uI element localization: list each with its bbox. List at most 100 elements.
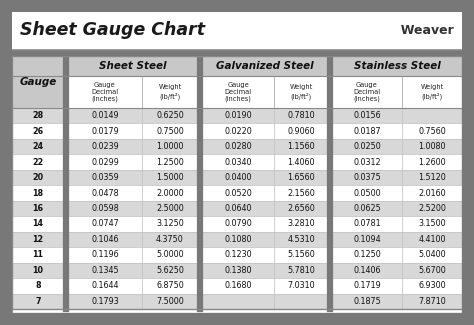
Bar bbox=[12, 50, 462, 56]
Bar bbox=[402, 76, 462, 108]
Text: Gauge
Decimal
(inches): Gauge Decimal (inches) bbox=[224, 82, 252, 102]
Text: 28: 28 bbox=[32, 111, 44, 120]
Text: 0.0149: 0.0149 bbox=[91, 111, 119, 120]
Bar bbox=[68, 216, 142, 232]
Bar bbox=[12, 124, 64, 139]
Bar bbox=[202, 247, 274, 263]
Text: 0.0478: 0.0478 bbox=[91, 188, 119, 198]
Text: 26: 26 bbox=[32, 127, 44, 136]
Text: 16: 16 bbox=[33, 204, 44, 213]
Text: 4.3750: 4.3750 bbox=[156, 235, 184, 244]
Text: 0.0179: 0.0179 bbox=[91, 127, 119, 136]
Bar bbox=[274, 124, 328, 139]
Text: Sheet Steel: Sheet Steel bbox=[99, 61, 167, 71]
Bar bbox=[142, 108, 198, 124]
Bar bbox=[332, 154, 402, 170]
Text: 0.1046: 0.1046 bbox=[91, 235, 119, 244]
Text: 0.0747: 0.0747 bbox=[91, 219, 119, 228]
Text: 11: 11 bbox=[33, 250, 44, 259]
Text: 1.4060: 1.4060 bbox=[287, 158, 315, 167]
Bar bbox=[402, 124, 462, 139]
Bar bbox=[68, 201, 142, 216]
Bar bbox=[332, 139, 402, 154]
Bar bbox=[332, 263, 402, 278]
Text: Gauge: Gauge bbox=[19, 77, 56, 87]
Bar bbox=[332, 247, 402, 263]
Bar bbox=[332, 293, 402, 309]
Bar bbox=[402, 263, 462, 278]
Text: 0.0400: 0.0400 bbox=[224, 173, 252, 182]
Text: 14: 14 bbox=[33, 219, 44, 228]
Text: 7: 7 bbox=[35, 297, 41, 306]
Text: 7.0310: 7.0310 bbox=[287, 281, 315, 290]
Bar bbox=[142, 216, 198, 232]
Bar bbox=[68, 170, 142, 185]
Bar bbox=[12, 278, 64, 293]
Bar bbox=[402, 139, 462, 154]
Bar bbox=[274, 108, 328, 124]
Text: 0.7500: 0.7500 bbox=[156, 127, 184, 136]
Text: Weight
(lb/ft²): Weight (lb/ft²) bbox=[289, 84, 313, 99]
Bar bbox=[332, 232, 402, 247]
Text: 0.0250: 0.0250 bbox=[353, 142, 381, 151]
Bar bbox=[202, 278, 274, 293]
Text: 2.5000: 2.5000 bbox=[156, 204, 184, 213]
Bar bbox=[332, 108, 402, 124]
Bar bbox=[202, 185, 274, 201]
Bar bbox=[332, 216, 402, 232]
Bar bbox=[202, 56, 328, 76]
Text: 4.5310: 4.5310 bbox=[287, 235, 315, 244]
Bar bbox=[332, 76, 402, 108]
Text: 5.0000: 5.0000 bbox=[156, 250, 184, 259]
Text: 0.1380: 0.1380 bbox=[224, 266, 252, 275]
Text: 0.1080: 0.1080 bbox=[224, 235, 252, 244]
Text: 0.1345: 0.1345 bbox=[91, 266, 119, 275]
Bar bbox=[68, 154, 142, 170]
Bar bbox=[68, 139, 142, 154]
Bar bbox=[68, 108, 142, 124]
Bar bbox=[202, 216, 274, 232]
Bar bbox=[274, 247, 328, 263]
Text: 0.7810: 0.7810 bbox=[287, 111, 315, 120]
Text: 7.8710: 7.8710 bbox=[418, 297, 446, 306]
Bar bbox=[274, 278, 328, 293]
Text: Weaver: Weaver bbox=[392, 24, 454, 37]
Bar bbox=[12, 170, 64, 185]
Bar bbox=[202, 232, 274, 247]
Text: 0.0340: 0.0340 bbox=[224, 158, 252, 167]
Bar bbox=[142, 124, 198, 139]
Bar bbox=[12, 247, 64, 263]
Text: Sheet Gauge Chart: Sheet Gauge Chart bbox=[20, 21, 205, 39]
Bar bbox=[12, 216, 64, 232]
Text: 1.2600: 1.2600 bbox=[418, 158, 446, 167]
Text: 0.0220: 0.0220 bbox=[224, 127, 252, 136]
Text: 6.9300: 6.9300 bbox=[418, 281, 446, 290]
Text: 0.9060: 0.9060 bbox=[287, 127, 315, 136]
Text: 0.1719: 0.1719 bbox=[353, 281, 381, 290]
Text: 0.0520: 0.0520 bbox=[224, 188, 252, 198]
Text: 4.4100: 4.4100 bbox=[418, 235, 446, 244]
Bar bbox=[402, 170, 462, 185]
Bar bbox=[274, 216, 328, 232]
Bar bbox=[332, 185, 402, 201]
Text: 0.0781: 0.0781 bbox=[353, 219, 381, 228]
Bar bbox=[202, 293, 274, 309]
Bar bbox=[12, 154, 64, 170]
Bar bbox=[274, 263, 328, 278]
Text: 0.0625: 0.0625 bbox=[353, 204, 381, 213]
Bar bbox=[274, 76, 328, 108]
Bar bbox=[142, 139, 198, 154]
Bar bbox=[274, 170, 328, 185]
Bar bbox=[402, 278, 462, 293]
Bar bbox=[142, 247, 198, 263]
Text: 2.5200: 2.5200 bbox=[418, 204, 446, 213]
Bar bbox=[68, 263, 142, 278]
Text: Stainless Steel: Stainless Steel bbox=[354, 61, 440, 71]
Text: 0.1875: 0.1875 bbox=[353, 297, 381, 306]
Text: 7.5000: 7.5000 bbox=[156, 297, 184, 306]
Bar bbox=[68, 56, 198, 76]
Text: 0.0239: 0.0239 bbox=[91, 142, 119, 151]
Text: 3.1500: 3.1500 bbox=[418, 219, 446, 228]
Bar bbox=[68, 76, 142, 108]
Bar bbox=[12, 185, 64, 201]
